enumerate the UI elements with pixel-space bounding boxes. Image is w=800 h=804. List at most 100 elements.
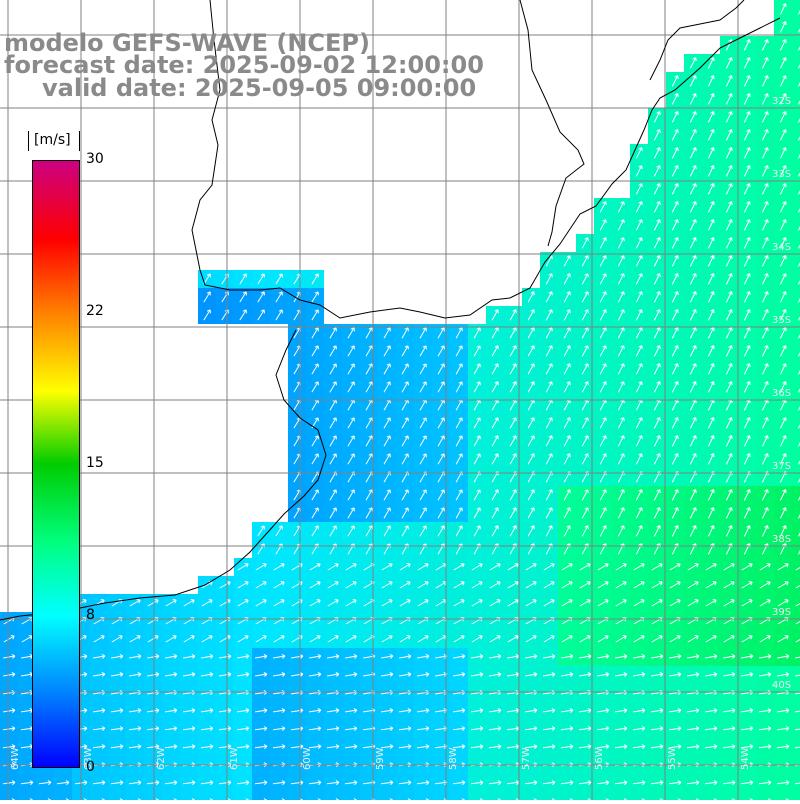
wind-cell bbox=[792, 234, 800, 252]
wind-cell bbox=[792, 72, 800, 90]
wind-cell bbox=[90, 792, 108, 800]
wind-cell bbox=[792, 468, 800, 486]
lat-label: 40S bbox=[772, 680, 791, 691]
lon-label: 54W bbox=[740, 747, 751, 770]
lat-label: 33S bbox=[772, 169, 791, 180]
wind-cell bbox=[792, 342, 800, 360]
wind-cell bbox=[792, 36, 800, 54]
wind-cell bbox=[792, 108, 800, 126]
wind-cell bbox=[216, 792, 234, 800]
wind-cell bbox=[792, 450, 800, 468]
wind-cell bbox=[54, 792, 72, 800]
lon-label: 55W bbox=[667, 747, 678, 770]
wind-cell bbox=[720, 792, 738, 800]
wind-cell bbox=[252, 792, 270, 800]
wind-cell bbox=[792, 180, 800, 198]
wind-cell bbox=[792, 792, 800, 800]
wind-cell bbox=[792, 486, 800, 504]
lon-label: 62W bbox=[156, 747, 167, 770]
wind-cell bbox=[792, 504, 800, 522]
wind-cell bbox=[162, 792, 180, 800]
wind-cell bbox=[522, 792, 540, 800]
wind-cell bbox=[594, 792, 612, 800]
wind-cell bbox=[108, 792, 126, 800]
wind-cell bbox=[576, 792, 594, 800]
wind-cell bbox=[36, 792, 54, 800]
wind-cell bbox=[792, 270, 800, 288]
wind-cell bbox=[792, 558, 800, 576]
wind-cell bbox=[792, 216, 800, 234]
wind-cell bbox=[738, 792, 756, 800]
wind-cell bbox=[486, 792, 504, 800]
wind-cell bbox=[792, 594, 800, 612]
wind-cell bbox=[792, 576, 800, 594]
wind-cell bbox=[792, 360, 800, 378]
wind-cell bbox=[666, 792, 684, 800]
wind-cell bbox=[792, 432, 800, 450]
wind-cell bbox=[648, 792, 666, 800]
wind-cell bbox=[792, 414, 800, 432]
wind-cell bbox=[792, 252, 800, 270]
wind-cell bbox=[756, 792, 774, 800]
colorbar-tick-8: 8 bbox=[86, 607, 95, 623]
wind-cell bbox=[792, 54, 800, 72]
lat-label: 35S bbox=[772, 315, 791, 326]
wind-cell bbox=[792, 126, 800, 144]
wind-cell bbox=[18, 792, 36, 800]
wind-cell bbox=[234, 792, 252, 800]
wind-cell bbox=[180, 792, 198, 800]
wind-cell bbox=[0, 792, 18, 800]
wind-cell bbox=[360, 792, 378, 800]
lon-label: 58W bbox=[448, 747, 459, 770]
wind-cell bbox=[324, 792, 342, 800]
wind-cell bbox=[450, 792, 468, 800]
wind-cell bbox=[342, 792, 360, 800]
lon-label: 64W bbox=[10, 747, 21, 770]
lon-label: 61W bbox=[229, 747, 240, 770]
title-valid-date: valid date: 2025-09-05 09:00:00 bbox=[42, 76, 476, 100]
wind-cell bbox=[144, 792, 162, 800]
wind-cell bbox=[468, 792, 486, 800]
colorbar-tick-22: 22 bbox=[86, 303, 104, 319]
wind-cell bbox=[702, 792, 720, 800]
wind-cell bbox=[792, 18, 800, 36]
wind-cell bbox=[792, 396, 800, 414]
wind-cell bbox=[396, 792, 414, 800]
lon-label: 59W bbox=[375, 747, 386, 770]
wind-cell bbox=[792, 90, 800, 108]
colorbar-tick-15: 15 bbox=[86, 455, 104, 471]
wind-cell bbox=[270, 792, 288, 800]
wind-cell bbox=[792, 540, 800, 558]
wind-cell bbox=[612, 792, 630, 800]
wind-cell bbox=[126, 792, 144, 800]
wind-cell bbox=[774, 792, 792, 800]
lat-label: 36S bbox=[772, 388, 791, 399]
wind-cell bbox=[198, 792, 216, 800]
wind-cell bbox=[792, 630, 800, 648]
wind-cell bbox=[630, 792, 648, 800]
wind-cell bbox=[792, 144, 800, 162]
wind-cell bbox=[792, 612, 800, 630]
colorbar bbox=[32, 160, 80, 768]
wind-cell bbox=[540, 792, 558, 800]
wind-cell bbox=[684, 792, 702, 800]
wind-cell bbox=[792, 162, 800, 180]
lon-label: 60W bbox=[302, 747, 313, 770]
wind-cell bbox=[306, 792, 324, 800]
wind-cell bbox=[792, 0, 800, 18]
lat-label: 32S bbox=[772, 96, 791, 107]
wind-cell bbox=[414, 792, 432, 800]
wind-cell bbox=[288, 792, 306, 800]
colorbar-unit: [m/s] bbox=[34, 132, 71, 148]
colorbar-tick-30: 30 bbox=[86, 151, 104, 167]
lat-label: 38S bbox=[772, 534, 791, 545]
wind-cell bbox=[378, 792, 396, 800]
lat-label: 39S bbox=[772, 607, 791, 618]
lat-label: 37S bbox=[772, 461, 791, 472]
lon-label: 57W bbox=[521, 747, 532, 770]
colorbar-tick-0: 0 bbox=[86, 759, 95, 775]
wind-cell bbox=[432, 792, 450, 800]
wind-cell bbox=[558, 792, 576, 800]
wind-cell bbox=[792, 306, 800, 324]
